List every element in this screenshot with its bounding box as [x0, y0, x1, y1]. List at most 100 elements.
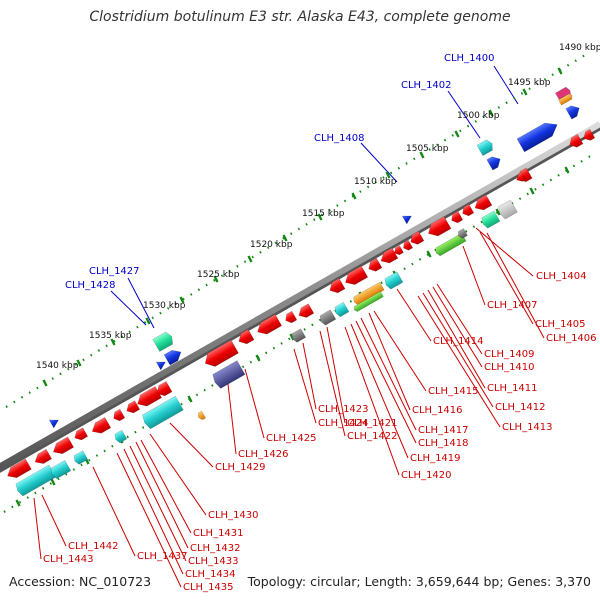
gene-label[interactable]: CLH_1443 — [43, 554, 94, 565]
reverse-gene[interactable] — [196, 410, 206, 421]
forward-gene[interactable] — [565, 103, 582, 120]
reverse-gene[interactable] — [366, 257, 383, 274]
gene-label[interactable]: CLH_1413 — [502, 422, 553, 433]
gene-label[interactable]: CLH_1416 — [412, 405, 463, 416]
reverse-gene[interactable] — [141, 395, 184, 430]
gene-label[interactable]: CLH_1427 — [89, 266, 140, 277]
forward-gene[interactable] — [155, 358, 168, 371]
reverse-gene[interactable] — [111, 408, 126, 423]
reverse-gene[interactable] — [567, 133, 584, 150]
gene-label[interactable]: CLH_1424 — [318, 418, 369, 429]
map-title: Clostridium botulinum E3 str. Alaska E43… — [89, 9, 511, 25]
gene-label[interactable]: CLH_1423 — [318, 404, 369, 415]
reverse-gene[interactable] — [113, 429, 128, 444]
reverse-gene[interactable] — [254, 314, 282, 337]
forward-gene[interactable] — [48, 416, 61, 429]
gene-label[interactable]: CLH_1430 — [208, 510, 259, 521]
reverse-gene[interactable] — [480, 210, 501, 229]
reverse-gene[interactable] — [425, 216, 452, 239]
gene-label[interactable]: CLH_1407 — [487, 300, 538, 311]
gene-label[interactable]: CLH_1442 — [68, 541, 119, 552]
gene-label[interactable]: CLH_1437 — [137, 551, 188, 562]
reverse-gene[interactable] — [472, 194, 493, 213]
reverse-gene[interactable] — [89, 416, 112, 436]
forward-gene[interactable] — [486, 154, 503, 171]
gene-label[interactable]: CLH_1408 — [314, 133, 365, 144]
scale-label: 1490 kbp — [559, 43, 600, 53]
reverse-gene[interactable] — [50, 436, 75, 457]
reverse-gene[interactable] — [202, 339, 239, 370]
gene-label[interactable]: CLH_1420 — [401, 470, 452, 481]
forward-gene[interactable] — [516, 118, 561, 153]
gene-label[interactable]: CLH_1429 — [215, 462, 266, 473]
forward-gene[interactable] — [476, 138, 495, 157]
reverse-gene[interactable] — [408, 230, 425, 247]
forward-gene[interactable] — [163, 347, 184, 366]
scale-label: 1505 kbp — [406, 144, 449, 154]
gene-label[interactable]: CLH_1412 — [495, 402, 546, 413]
gene-label[interactable]: CLH_1411 — [487, 383, 538, 394]
reverse-gene[interactable] — [290, 328, 307, 344]
reverse-gene[interactable] — [457, 228, 468, 240]
reverse-gene[interactable] — [318, 309, 337, 326]
gene-label[interactable]: CLH_1434 — [185, 569, 236, 580]
gene-label[interactable]: CLH_1417 — [418, 425, 469, 436]
gene-label[interactable]: CLH_1422 — [347, 431, 398, 442]
gene-label[interactable]: CLH_1402 — [401, 80, 452, 91]
forward-gene[interactable] — [152, 330, 176, 352]
reverse-gene[interactable] — [32, 448, 53, 466]
reverse-gene[interactable] — [72, 450, 89, 466]
reverse-gene[interactable] — [327, 277, 346, 295]
reverse-gene[interactable] — [497, 199, 518, 220]
reverse-gene[interactable] — [393, 245, 404, 257]
gene-label[interactable]: CLH_1414 — [433, 336, 484, 347]
gene-label[interactable]: CLH_1415 — [428, 386, 479, 397]
genome-summary: Topology: circular; Length: 3,659,644 bp… — [247, 574, 591, 589]
gene-label[interactable]: CLH_1405 — [535, 319, 586, 330]
reverse-gene[interactable] — [333, 301, 350, 318]
reverse-gene[interactable] — [283, 310, 298, 325]
reverse-gene[interactable] — [401, 239, 414, 252]
gene-label[interactable]: CLH_1426 — [238, 449, 289, 460]
reverse-gene[interactable] — [49, 459, 72, 479]
gene-label[interactable]: CLH_1406 — [546, 333, 597, 344]
reverse-gene[interactable] — [296, 303, 315, 320]
reverse-gene[interactable] — [449, 210, 464, 225]
reverse-gene[interactable] — [383, 271, 404, 290]
gene-label[interactable]: CLH_1431 — [193, 528, 244, 539]
reverse-gene[interactable] — [352, 281, 385, 306]
reverse-gene[interactable] — [378, 247, 399, 266]
reverse-gene[interactable] — [154, 380, 173, 398]
gene-label[interactable]: CLH_1435 — [183, 582, 234, 593]
reverse-gene[interactable] — [342, 265, 369, 288]
gene-label[interactable]: CLH_1433 — [188, 556, 239, 567]
reverse-gene[interactable] — [211, 360, 246, 390]
scale-tick — [317, 213, 323, 221]
gene-label[interactable]: CLH_1418 — [418, 438, 469, 449]
reverse-gene[interactable] — [72, 427, 89, 443]
reverse-gene[interactable] — [581, 128, 596, 143]
scale-label: 1495 kbp — [508, 78, 551, 88]
reverse-gene[interactable] — [434, 232, 467, 257]
label-leader — [432, 286, 483, 368]
forward-gene[interactable] — [558, 93, 573, 106]
forward-gene[interactable] — [401, 212, 414, 225]
reverse-gene[interactable] — [236, 328, 255, 346]
reverse-gene[interactable] — [514, 171, 527, 184]
gene-label[interactable]: CLH_1425 — [266, 433, 317, 444]
reverse-gene[interactable] — [124, 400, 141, 416]
gene-label[interactable]: CLH_1404 — [536, 271, 587, 282]
gene-label[interactable]: CLH_1410 — [484, 362, 535, 373]
gene-label[interactable]: CLH_1409 — [484, 349, 535, 360]
gene-label[interactable]: CLH_1428 — [65, 280, 116, 291]
gene-label[interactable]: CLH_1419 — [410, 453, 461, 464]
gene-label[interactable]: CLH_1400 — [444, 53, 495, 64]
label-leader — [244, 368, 265, 439]
gene-label[interactable]: CLH_1421 — [347, 418, 398, 429]
reverse-gene[interactable] — [5, 458, 32, 481]
gene-label[interactable]: CLH_1432 — [190, 543, 241, 554]
reverse-gene[interactable] — [460, 203, 475, 218]
label-leader — [302, 342, 317, 410]
reverse-gene[interactable] — [134, 386, 162, 409]
reverse-gene[interactable] — [353, 291, 384, 312]
